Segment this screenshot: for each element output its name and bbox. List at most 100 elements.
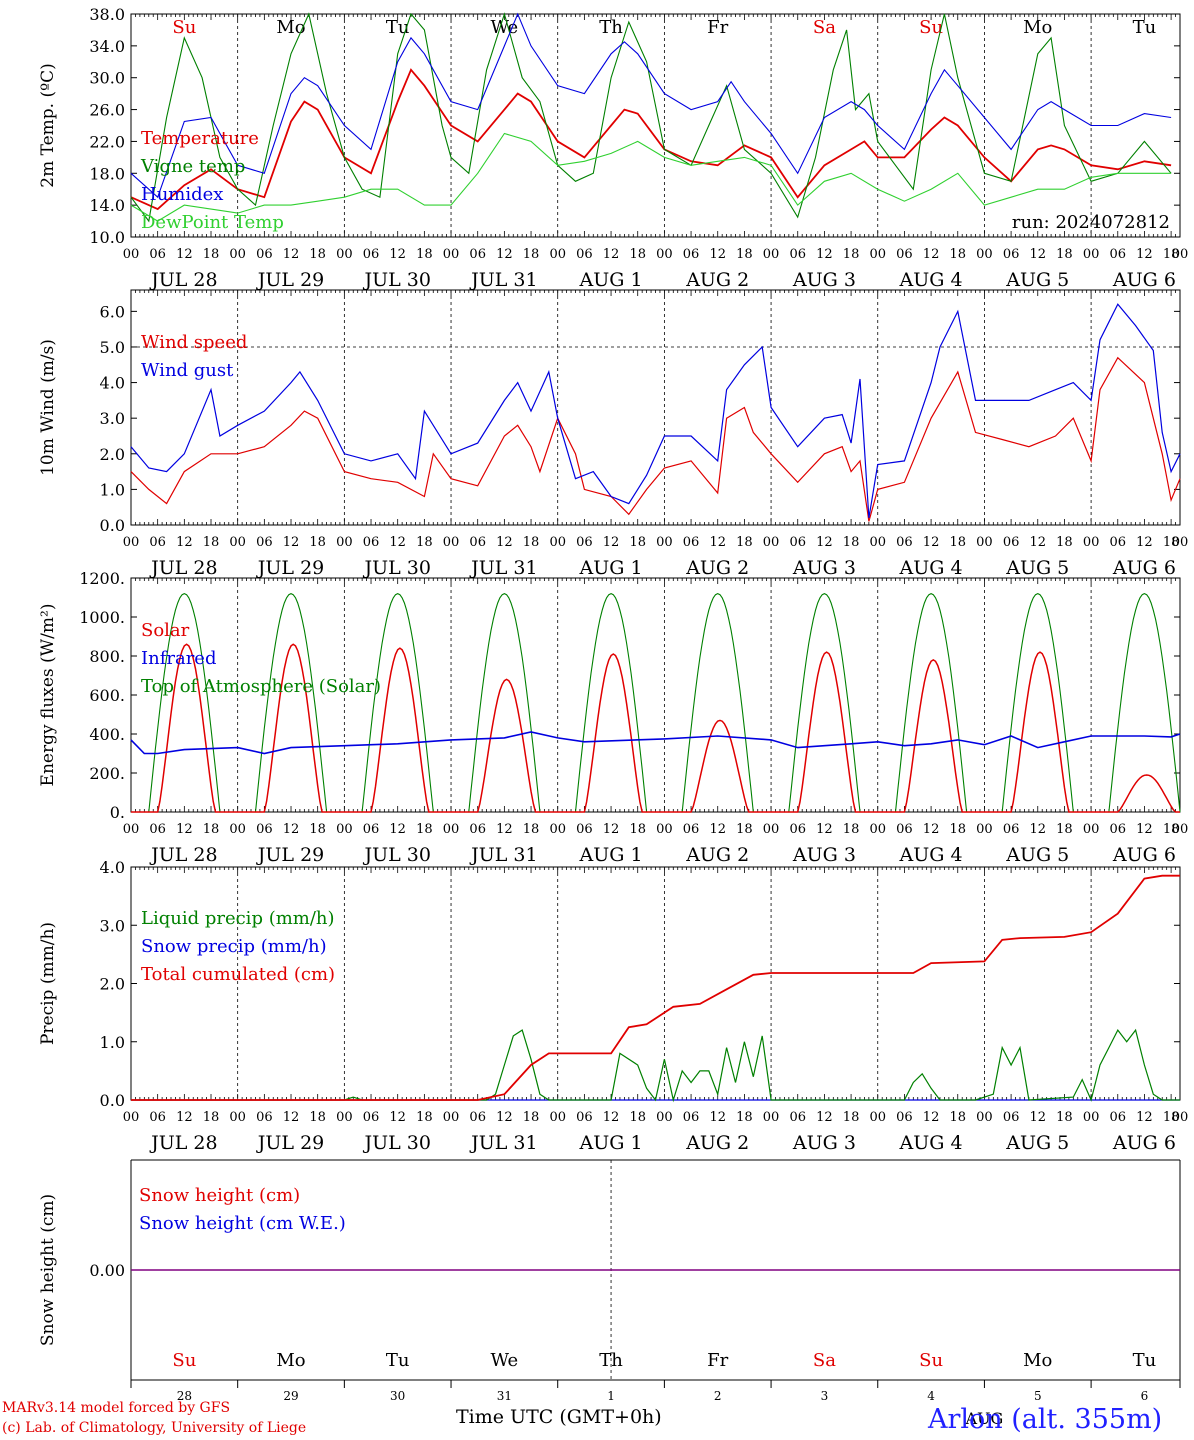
- legend-entry: Snow precip (mm/h): [141, 936, 327, 957]
- hour-tick-label: 06: [789, 822, 806, 837]
- weekday-label: We: [491, 1350, 519, 1371]
- day-label: JUL 30: [362, 269, 430, 291]
- hour-tick-label: 12: [1136, 822, 1153, 837]
- legend-entry: Top of Atmosphere (Solar): [141, 676, 381, 697]
- y-axis-label: Precip (mm/h): [38, 922, 58, 1045]
- hour-tick-label: 00: [976, 535, 993, 550]
- day-label: JUL 31: [469, 557, 537, 579]
- hour-tick-label: 06: [149, 247, 166, 262]
- hour-tick-label: 18: [843, 1110, 860, 1125]
- y-tick-label: 0.0: [100, 1091, 125, 1110]
- hour-tick-label: 00: [229, 535, 246, 550]
- day-label: JUL 28: [149, 1132, 217, 1154]
- hour-tick-label: 06: [469, 535, 486, 550]
- day-number: 1: [607, 1389, 615, 1403]
- day-label: JUL 31: [469, 844, 537, 866]
- hour-tick-label: 06: [896, 535, 913, 550]
- day-label: AUG 6: [1112, 1132, 1176, 1154]
- hour-tick-label: 12: [709, 535, 726, 550]
- series-dewpoint-temp: [130, 132, 1172, 222]
- y-axis-label: 10m Wind (m/s): [38, 339, 58, 476]
- day-number: 2: [714, 1389, 722, 1403]
- hour-tick-label: 12: [176, 1110, 193, 1125]
- weekday-label: We: [491, 17, 519, 38]
- weekday-label: Fr: [707, 1350, 728, 1371]
- hour-tick-label: 18: [949, 247, 966, 262]
- hour-tick-label: 06: [363, 247, 380, 262]
- hour-tick-label: 12: [709, 1110, 726, 1125]
- month-label: AUG: [965, 1409, 1004, 1428]
- hour-tick-label: 12: [603, 1110, 620, 1125]
- hour-tick-label: 12: [1029, 1110, 1046, 1125]
- weekday-label: Su: [919, 1350, 943, 1371]
- hour-tick-label: 06: [1003, 1110, 1020, 1125]
- legend-entry: Solar: [141, 620, 190, 641]
- hour-tick-label: 18: [203, 1110, 220, 1125]
- hour-tick-label: 06: [256, 535, 273, 550]
- day-label: JUL 28: [149, 269, 217, 291]
- day-label: AUG 3: [792, 844, 856, 866]
- y-tick-label: 34.0: [89, 37, 125, 56]
- weekday-label: Sa: [813, 17, 836, 38]
- hour-tick-label: 06: [683, 535, 700, 550]
- hour-tick-label: 12: [176, 247, 193, 262]
- hour-tick-label: 00: [123, 1110, 140, 1125]
- y-axis-label: 2m Temp. (ºC): [38, 63, 58, 188]
- hour-tick-label: 00: [123, 247, 140, 262]
- legend-entry: Snow height (cm W.E.): [139, 1213, 346, 1234]
- legend-entry: Snow height (cm): [139, 1185, 300, 1206]
- hour-tick-label: 12: [389, 535, 406, 550]
- day-label: AUG 6: [1112, 269, 1176, 291]
- hour-tick-label: 00: [869, 1110, 886, 1125]
- day-label: AUG 5: [1005, 557, 1069, 579]
- hour-tick-label: 18: [629, 247, 646, 262]
- hour-tick-label: 06: [576, 535, 593, 550]
- hour-tick-label: 00: [976, 822, 993, 837]
- hour-tick-label: 00: [869, 822, 886, 837]
- y-axis-label: Energy fluxes (W/m²): [38, 604, 58, 787]
- y-tick-label: 5.0: [100, 338, 125, 357]
- hour-tick-label: 18: [523, 247, 540, 262]
- hour-tick-label: 12: [603, 247, 620, 262]
- day-label: JUL 31: [469, 269, 537, 291]
- weekday-label: Su: [172, 17, 196, 38]
- hour-tick-label: 00: [443, 822, 460, 837]
- hour-tick-label: 12: [923, 822, 940, 837]
- hour-tick-label: 06: [363, 535, 380, 550]
- hour-tick-label: 18: [843, 535, 860, 550]
- precip-panel: 0.0 1.0 2.0 3.0 4.0 Precip (mm/h) Liquid preci…: [38, 858, 1188, 1154]
- hour-tick-label: 00: [1083, 1110, 1100, 1125]
- hour-tick-label: 12: [1029, 822, 1046, 837]
- hour-tick-label: 18: [309, 247, 326, 262]
- hour-tick-label: 00: [869, 247, 886, 262]
- hour-tick-label: 00: [336, 247, 353, 262]
- hour-tick-label: 06: [896, 247, 913, 262]
- hour-tick-label: 06: [789, 247, 806, 262]
- hour-tick-label: 12: [1136, 535, 1153, 550]
- series-liquid-precip-mm-h-: [131, 1028, 1180, 1103]
- hour-tick-label: 00: [123, 535, 140, 550]
- hour-tick-label: 12: [709, 822, 726, 837]
- hour-tick-label: 18: [1163, 822, 1180, 837]
- day-label: AUG 2: [685, 1132, 749, 1154]
- hour-tick-label: 12: [1029, 247, 1046, 262]
- hour-tick-label: 00: [549, 247, 566, 262]
- y-tick-label: 4.0: [100, 374, 125, 393]
- y-tick-label: 0.00: [89, 1261, 125, 1280]
- hour-tick-label: 00: [336, 1110, 353, 1125]
- y-tick-label: 3.0: [100, 916, 125, 935]
- hour-tick-label: 00: [229, 247, 246, 262]
- hour-tick-label: 00: [443, 535, 460, 550]
- hour-tick-label: 12: [923, 247, 940, 262]
- weekday-label: Mo: [1023, 17, 1052, 38]
- legend-entry: Vigne temp: [140, 156, 245, 177]
- hour-tick-label: 12: [176, 535, 193, 550]
- hour-tick-label: 18: [1163, 535, 1180, 550]
- hour-tick-label: 18: [1163, 1110, 1180, 1125]
- hour-tick-label: 00: [869, 535, 886, 550]
- hour-tick-label: 06: [1003, 822, 1020, 837]
- hour-tick-label: 06: [683, 247, 700, 262]
- hour-tick-label: 06: [256, 247, 273, 262]
- run-label: run: 2024072812: [1012, 212, 1170, 233]
- hour-tick-label: 18: [416, 822, 433, 837]
